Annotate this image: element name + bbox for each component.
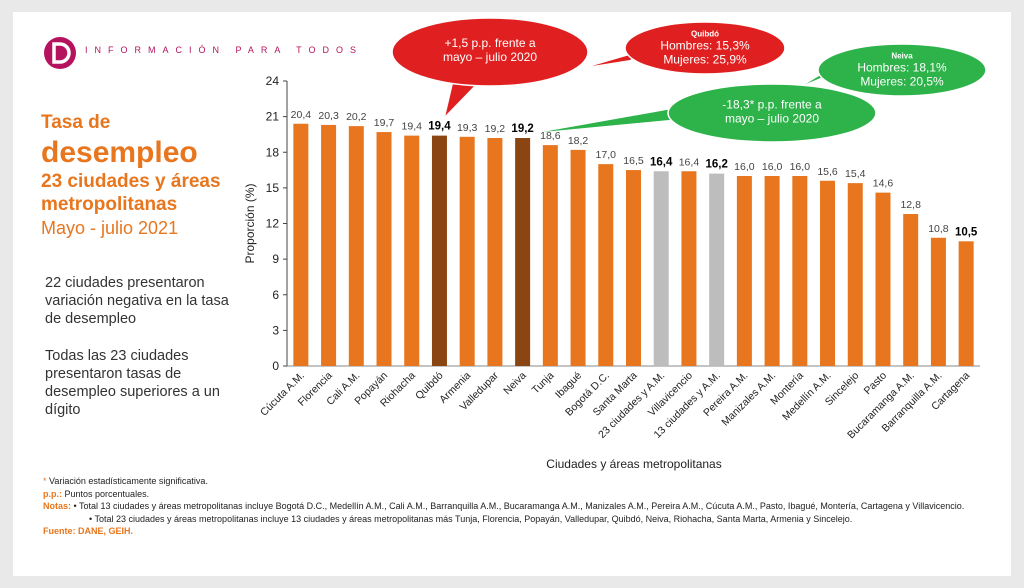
bar bbox=[847, 183, 863, 366]
y-tick-label: 24 bbox=[266, 74, 280, 88]
bar-value-label: 19,7 bbox=[374, 117, 395, 129]
bar-value-label: 18,6 bbox=[540, 130, 561, 142]
callout-quibdo-change-text: +1,5 p.p. frente a bbox=[444, 36, 535, 50]
pp-note: p.p.: Puntos porcentuales. bbox=[43, 488, 150, 499]
y-tick-label: 12 bbox=[266, 217, 280, 231]
bar-value-label: 10,5 bbox=[955, 226, 978, 238]
summary-double-digit: Todas las 23 ciudades presentaron tasas … bbox=[45, 348, 220, 418]
bar-value-label: 18,2 bbox=[568, 135, 589, 147]
callout-quibdo-change bbox=[391, 17, 589, 87]
bar-value-label: 20,4 bbox=[291, 109, 312, 121]
bar-value-label: 17,0 bbox=[596, 149, 617, 161]
bar bbox=[515, 138, 531, 366]
bar-value-label: 20,3 bbox=[318, 110, 339, 122]
callout-quibdo-sex-title: Quibdó bbox=[691, 29, 719, 38]
y-axis-label: Proporción (%) bbox=[243, 183, 257, 263]
bar bbox=[792, 176, 808, 366]
title-line-3: 23 ciudades y áreas metropolitanas bbox=[41, 171, 221, 215]
callout-quibdo-sex-text: Hombres: 15,3% bbox=[660, 38, 750, 52]
y-tick-label: 3 bbox=[272, 323, 279, 337]
bar bbox=[321, 124, 337, 366]
bar bbox=[709, 173, 725, 366]
bar-value-label: 15,6 bbox=[817, 166, 838, 178]
bar bbox=[681, 171, 697, 366]
bar bbox=[764, 176, 780, 366]
callout-neiva-sex-text: Hombres: 18,1% bbox=[857, 60, 947, 74]
significance-note: * Variación estadísticamente significati… bbox=[43, 476, 208, 486]
brand-tagline: INFORMACIÓN PARA TODOS bbox=[85, 45, 364, 55]
bar-value-label: 19,2 bbox=[485, 123, 506, 135]
y-tick-label: 0 bbox=[272, 359, 279, 373]
bar-value-label: 14,6 bbox=[873, 178, 894, 190]
bar bbox=[903, 214, 919, 366]
category-label: Neiva bbox=[501, 370, 529, 398]
callout-quibdo-sex bbox=[624, 21, 786, 75]
bar-value-label: 19,4 bbox=[402, 121, 423, 133]
bar bbox=[626, 170, 641, 366]
dane-logo-icon bbox=[44, 37, 76, 69]
bar bbox=[598, 164, 614, 366]
bar-value-label: 19,3 bbox=[457, 122, 478, 134]
bar-value-label: 19,4 bbox=[428, 121, 451, 133]
bar bbox=[487, 138, 503, 366]
bar bbox=[958, 241, 974, 366]
source-note: Fuente: DANE, GEIH. bbox=[43, 526, 134, 536]
bar-value-label: 12,8 bbox=[900, 199, 921, 211]
notes-line-1: Notas: • Total 13 ciudades y áreas metro… bbox=[43, 501, 965, 511]
y-tick-label: 15 bbox=[266, 181, 280, 195]
bar-value-label: 16,5 bbox=[623, 155, 644, 167]
bar bbox=[820, 180, 836, 366]
y-tick-label: 6 bbox=[272, 288, 279, 302]
bar-value-label: 19,2 bbox=[511, 123, 533, 135]
bar bbox=[376, 132, 392, 366]
callout-quibdo-sex-text: Mujeres: 25,9% bbox=[663, 52, 747, 66]
bar bbox=[431, 135, 447, 366]
y-tick-label: 18 bbox=[266, 145, 280, 159]
title-line-1: Tasa de bbox=[41, 112, 111, 133]
bar bbox=[293, 123, 309, 366]
bar bbox=[348, 126, 364, 366]
bar bbox=[875, 192, 891, 366]
callout-neiva-change-pointer bbox=[542, 104, 700, 132]
callout-neiva-sex bbox=[817, 43, 987, 97]
bar bbox=[653, 171, 669, 366]
y-tick-label: 9 bbox=[272, 252, 279, 266]
footnotes: * Variación estadísticamente significati… bbox=[43, 475, 1008, 538]
bar-value-label: 16,4 bbox=[679, 156, 700, 168]
bar-value-label: 16,0 bbox=[762, 161, 783, 173]
notes-line-2: • Total 23 ciudades y áreas metropolitan… bbox=[89, 513, 853, 524]
bar bbox=[404, 135, 420, 366]
bar-value-label: 15,4 bbox=[845, 168, 866, 180]
summary-negative-variation: 22 ciudades presentaron variación negati… bbox=[45, 275, 229, 327]
title-period: Mayo - julio 2021 bbox=[41, 218, 179, 238]
title-line-2: desempleo bbox=[41, 136, 198, 169]
bar-value-label: 16,0 bbox=[790, 161, 811, 173]
x-axis-label: Ciudades y áreas metropolitanas bbox=[546, 457, 721, 471]
bar bbox=[542, 145, 558, 366]
significance-mark: * bbox=[43, 476, 47, 486]
callout-neiva-change-text: mayo – julio 2020 bbox=[725, 112, 819, 126]
bar-value-label: 20,2 bbox=[346, 111, 367, 123]
bar bbox=[930, 237, 946, 366]
callout-neiva-change bbox=[667, 83, 877, 143]
callout-quibdo-change-text: mayo – julio 2020 bbox=[443, 50, 537, 64]
bar bbox=[459, 136, 475, 366]
category-label: Cúcuta A.M. bbox=[258, 370, 307, 419]
bar-value-label: 16,2 bbox=[705, 159, 727, 171]
bar-value-label: 10,8 bbox=[928, 223, 949, 235]
bar-value-label: 16,4 bbox=[650, 156, 673, 168]
callout-neiva-sex-title: Neiva bbox=[891, 51, 913, 60]
callout-neiva-sex-text: Mujeres: 20,5% bbox=[860, 74, 944, 88]
bar-value-label: 16,0 bbox=[734, 161, 755, 173]
callout-neiva-change-text: -18,3* p.p. frente a bbox=[722, 98, 822, 112]
y-tick-label: 21 bbox=[266, 110, 280, 124]
bar bbox=[736, 176, 752, 366]
bar bbox=[570, 149, 586, 366]
